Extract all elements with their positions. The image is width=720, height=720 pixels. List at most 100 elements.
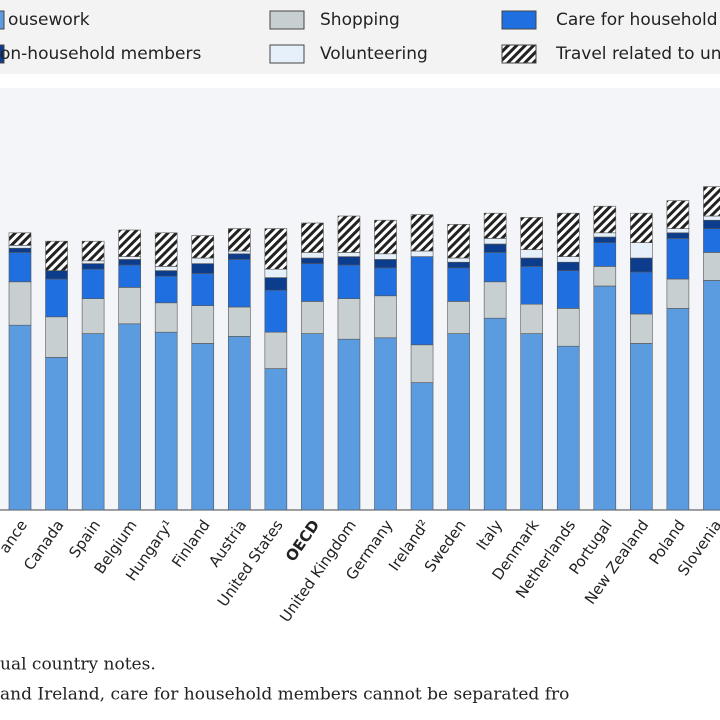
bar-segment	[8, 247, 32, 253]
legend-label: ousework	[8, 10, 90, 30]
bar-segment	[264, 289, 288, 333]
bar-segment	[447, 224, 470, 259]
bar-segment	[81, 260, 105, 264]
x-tick-label: Finland	[168, 517, 213, 571]
note: ual country notes.	[0, 655, 156, 675]
bar-segment	[118, 287, 141, 325]
bar-segment	[191, 235, 215, 259]
bar-segment	[483, 281, 507, 319]
legend-swatch	[501, 44, 537, 64]
bar-segment	[154, 331, 178, 511]
bar-segment	[447, 267, 470, 302]
bar-segment	[666, 308, 690, 511]
bar-segment	[191, 343, 215, 511]
legend-swatch	[269, 44, 305, 64]
bar-segment	[483, 243, 507, 253]
bar-segment	[118, 323, 141, 511]
bar-segment	[447, 333, 470, 511]
bar-segment	[703, 215, 720, 221]
legend-label: Volunteering	[320, 44, 428, 64]
x-tick-label: Italy	[473, 516, 506, 553]
bar-segment	[264, 228, 288, 270]
bar-segment	[337, 338, 361, 511]
bar-segment	[520, 266, 544, 305]
bar-segment	[410, 256, 434, 346]
bar-segment	[154, 275, 178, 304]
bar-segment	[228, 306, 251, 337]
bar-segment	[81, 268, 105, 299]
bar-segment	[8, 281, 32, 326]
bar-segment	[630, 212, 653, 243]
bar-segment	[630, 343, 653, 511]
legend-swatch	[0, 10, 5, 30]
bar-segment	[556, 261, 580, 271]
bar-segment	[337, 298, 361, 340]
bar-segment	[228, 250, 251, 255]
bar-segment	[45, 240, 68, 271]
bar-segment	[81, 263, 105, 270]
note: and Ireland, care for household members …	[0, 685, 569, 705]
bar-segment	[264, 277, 288, 291]
bar-segment	[301, 252, 324, 259]
bar-segment	[593, 242, 617, 267]
bar-segment	[228, 253, 251, 260]
legend-swatch	[501, 10, 537, 30]
bar-segment	[118, 229, 141, 257]
bar-segment	[228, 259, 251, 308]
bar-segment	[666, 228, 690, 234]
bar-segment	[703, 228, 720, 253]
bar-segment	[154, 232, 178, 267]
bar-segment	[703, 252, 720, 281]
legend-swatch	[0, 44, 5, 64]
bar-segment	[593, 266, 617, 287]
bar-segment	[447, 301, 470, 334]
bar-segment	[556, 308, 580, 347]
bar-segment	[301, 301, 324, 334]
bar-segment	[118, 259, 141, 266]
bar-segment	[228, 336, 251, 511]
bar-segment	[374, 219, 397, 255]
bar-segment	[337, 264, 361, 299]
bar-segment	[593, 285, 617, 511]
bar-segment	[556, 270, 580, 309]
bar-segment	[630, 242, 653, 259]
bar-segment	[81, 333, 105, 511]
bar-segment	[630, 313, 653, 344]
bar-segment	[593, 205, 617, 234]
bar-segment	[483, 317, 507, 511]
bar-segment	[556, 212, 580, 257]
bar-segment	[191, 273, 215, 306]
bar-segment	[301, 263, 324, 302]
bar-segment	[520, 303, 544, 334]
bar-segment	[191, 305, 215, 344]
bar-segment	[410, 382, 434, 511]
bar-segment	[118, 256, 141, 260]
legend-background	[0, 0, 720, 74]
bar-segment	[666, 200, 690, 229]
bar-segment	[8, 324, 32, 511]
bar-segment	[8, 232, 32, 246]
bar-segment	[81, 298, 105, 334]
bar-segment	[593, 236, 617, 243]
bar-segment	[630, 271, 653, 315]
bar-segment	[45, 316, 68, 358]
bar-segment	[556, 256, 580, 263]
legend-label: Care for household	[556, 10, 718, 30]
bar-segment	[228, 228, 251, 252]
bar-segment	[410, 344, 434, 383]
bar-segment	[520, 257, 544, 267]
bar-segment	[264, 268, 288, 278]
bar-segment	[45, 270, 68, 280]
bar-segment	[337, 256, 361, 266]
x-tick-label: ance	[0, 517, 31, 557]
bar-segment	[703, 280, 720, 511]
bar-segment	[447, 257, 470, 263]
bar-segment	[666, 232, 690, 239]
bar-segment	[556, 345, 580, 511]
bar-segment	[630, 257, 653, 273]
bar-segment	[483, 238, 507, 245]
bar-segment	[666, 238, 690, 280]
bar-segment	[520, 217, 544, 250]
bar-segment	[447, 261, 470, 269]
